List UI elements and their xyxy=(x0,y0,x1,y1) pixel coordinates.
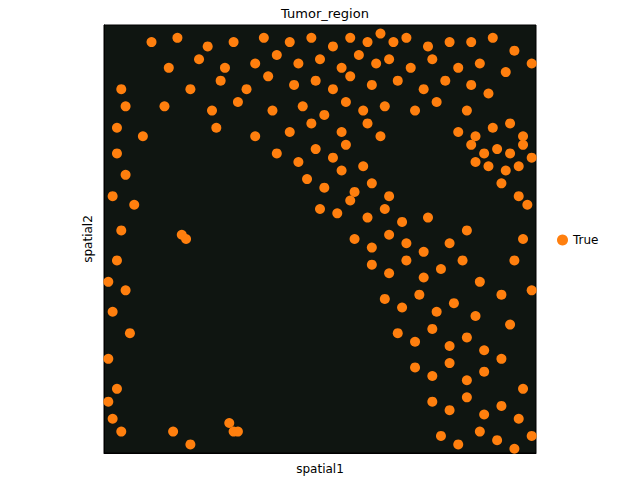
svg-text:spatial1: spatial1 xyxy=(296,462,344,476)
svg-text:spatial2: spatial2 xyxy=(81,215,95,263)
svg-text:True: True xyxy=(572,233,599,247)
svg-text:Tumor_region: Tumor_region xyxy=(280,6,369,21)
